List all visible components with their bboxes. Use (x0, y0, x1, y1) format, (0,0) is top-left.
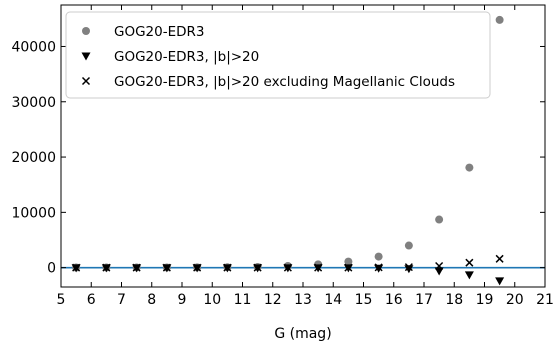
data-point-series-1 (344, 257, 353, 266)
plot-layer (61, 15, 545, 286)
x-tick-label: 14 (324, 292, 342, 308)
x-tick-label: 20 (506, 292, 524, 308)
series-3 (72, 254, 504, 272)
data-point-series-3 (102, 263, 111, 272)
axis-layer: 5 6 7 8 9 10 11 12 13 14 15 16 17 18 19 20 21 0 10000 20000… (11, 5, 554, 308)
x-tick-label: 18 (445, 292, 463, 308)
legend-marker-series-2 (81, 52, 91, 61)
x-tick-label: 5 (57, 292, 66, 308)
legend: GOG20-EDR3 GOG20-EDR3, |b|>20 GOG20-EDR3, … (65, 11, 491, 99)
legend-marker-series-1 (82, 27, 90, 35)
data-point-series-3 (495, 254, 504, 263)
data-point-series-3 (435, 261, 444, 271)
data-point-series-2 (495, 277, 505, 286)
data-point-series-3 (193, 263, 202, 272)
x-tick-label: 7 (117, 292, 126, 308)
data-point-series-3 (344, 263, 353, 272)
data-point-series-1 (435, 215, 444, 224)
x-axis-title: G (mag) (274, 326, 331, 342)
data-point-series-1 (495, 15, 504, 24)
data-point-series-2 (464, 271, 474, 280)
data-point-series-1 (404, 241, 413, 250)
y-tick-label: 30000 (11, 95, 56, 111)
x-tick-label: 9 (178, 292, 187, 308)
legend-box (65, 11, 491, 99)
x-tick-label: 16 (385, 292, 403, 308)
legend-label-series-2: GOG20-EDR3, |b|>20 (114, 49, 259, 65)
data-point-series-3 (404, 263, 413, 272)
data-point-series-1 (374, 252, 383, 261)
x-tick-label: 15 (355, 292, 373, 308)
x-tick-label: 10 (203, 292, 221, 308)
x-tick-label: 8 (147, 292, 156, 308)
data-point-series-3 (465, 258, 474, 267)
x-tick-label: 11 (234, 292, 252, 308)
data-point-series-2 (404, 265, 414, 274)
x-tick-label: 6 (87, 292, 96, 308)
y-tick-label: 10000 (11, 205, 56, 221)
x-tick-label: 13 (294, 292, 312, 308)
data-point-series-3 (132, 263, 141, 272)
data-point-series-2 (434, 267, 444, 276)
y-tick-label: 20000 (11, 150, 56, 166)
y-tick-label: 40000 (11, 39, 56, 55)
data-point-series-3 (72, 263, 81, 272)
legend-label-series-3: GOG20-EDR3, |b|>20 excluding Magellanic … (114, 74, 455, 90)
data-point-series-3 (162, 263, 171, 272)
x-tick-label: 19 (476, 292, 494, 308)
data-point-series-2 (374, 264, 384, 273)
y-tick-label: 0 (47, 261, 56, 277)
legend-label-series-1: GOG20-EDR3 (114, 24, 205, 40)
legend-marker-series-3 (81, 76, 91, 86)
data-point-series-3 (253, 263, 262, 272)
x-tick-label: 12 (264, 292, 282, 308)
data-point-series-3 (374, 263, 383, 272)
data-point-series-3 (314, 263, 323, 272)
x-tick-label: 17 (415, 292, 433, 308)
data-point-series-3 (283, 263, 292, 272)
x-tick-label: 21 (536, 292, 554, 308)
data-point-series-3 (223, 263, 232, 272)
data-point-series-1 (465, 163, 474, 172)
